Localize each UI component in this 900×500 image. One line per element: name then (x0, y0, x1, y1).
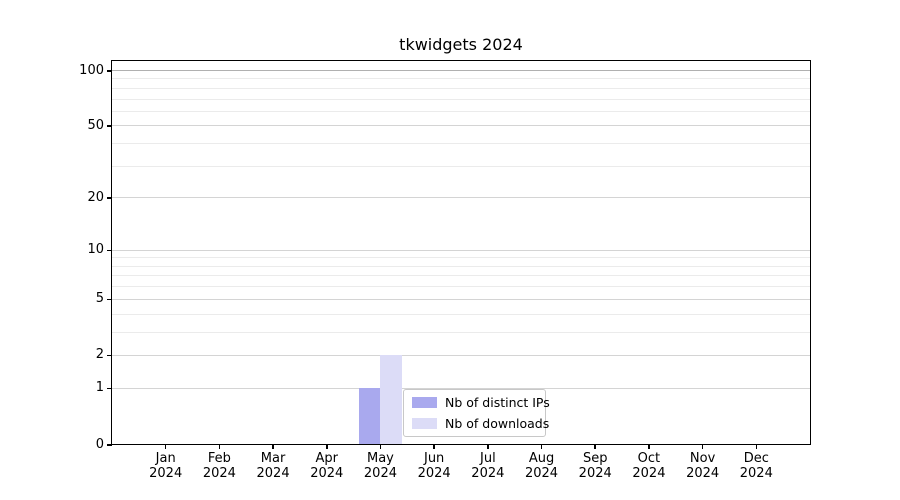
x-tick-mark (326, 444, 328, 449)
x-tick-mark (164, 444, 167, 449)
x-tick-mark (379, 444, 382, 449)
x-tick-label: Oct 2024 (617, 451, 681, 481)
x-tick-mark (594, 444, 596, 449)
x-tick-mark (540, 444, 543, 449)
x-tick-year: 2024 (578, 466, 612, 481)
x-tick-label: Nov 2024 (671, 451, 735, 481)
x-tick-year: 2024 (632, 466, 666, 481)
y-tick-mark (107, 387, 112, 390)
x-tick-year: 2024 (256, 466, 290, 481)
x-tick-month: Oct (637, 451, 661, 466)
gridline-minor (112, 275, 810, 277)
gridline-major (112, 249, 810, 251)
x-tick-year: 2024 (363, 466, 397, 481)
x-tick-year: 2024 (471, 466, 505, 481)
gridline-minor (112, 165, 810, 167)
plot-area: 0 1 2 5 10 20 50 100 Jan 2024 Feb 2024 Mar 2024 Apr 20… (79, 61, 810, 481)
y-tick-mark (107, 249, 112, 252)
y-tick-label: 50 (87, 117, 104, 133)
gridline-major (112, 387, 810, 389)
legend-label-downloads: Nb of downloads (445, 415, 550, 431)
x-tick-mark (433, 444, 435, 449)
gridline-major (112, 125, 810, 127)
x-tick-year: 2024 (524, 466, 559, 481)
x-tick-mark (755, 444, 758, 449)
x-tick-month: Mar (260, 451, 286, 466)
gridline-major (112, 354, 810, 356)
x-tick-year: 2024 (739, 466, 773, 481)
y-tick-mark (107, 298, 112, 301)
x-tick-month: Jan (155, 451, 176, 466)
x-tick-month: Aug (528, 451, 555, 466)
x-tick-label: Sep 2024 (563, 451, 627, 481)
gridline-major (112, 298, 810, 300)
x-tick-label: Jan 2024 (134, 451, 198, 481)
x-tick-month: Nov (689, 451, 716, 466)
gridline-minor (112, 265, 810, 267)
x-tick-mark (272, 444, 274, 449)
x-tick-year: 2024 (686, 466, 720, 481)
y-tick-label: 0 (95, 436, 104, 452)
x-tick-label: Jul 2024 (456, 451, 520, 481)
legend-item-distinct-ips: Nb of distinct IPs (412, 393, 550, 412)
x-tick-month: Jun (423, 451, 445, 466)
gridline-minor (112, 143, 810, 145)
legend-item-downloads: Nb of downloads (412, 414, 549, 433)
y-tick-mark (107, 354, 112, 357)
legend-patch-downloads (412, 417, 437, 429)
y-tick-mark (107, 125, 112, 127)
gridline-minor (112, 257, 810, 259)
legend-patch-distinct-ips (412, 397, 437, 409)
x-tick-label: Feb 2024 (187, 451, 251, 481)
legend: Nb of distinct IPs Nb of downloads (403, 389, 550, 437)
x-tick-mark (701, 444, 704, 449)
gridline-minor (112, 331, 810, 333)
gridline-minor (112, 286, 810, 288)
y-tick-label: 20 (87, 189, 104, 205)
x-tick-year: 2024 (310, 466, 344, 481)
x-tick-label: Mar 2024 (241, 451, 305, 481)
gridline-major (112, 197, 810, 199)
y-tick-mark (107, 197, 112, 199)
x-tick-year: 2024 (202, 466, 236, 481)
y-tick-label: 1 (95, 380, 104, 396)
x-tick-label: Jun 2024 (402, 451, 466, 481)
x-tick-mark (648, 444, 650, 449)
x-tick-label: Aug 2024 (510, 451, 574, 481)
gridline-minor (112, 110, 810, 112)
gridline-minor (112, 98, 810, 100)
y-tick-label: 5 (95, 291, 104, 307)
x-tick-year: 2024 (417, 466, 451, 481)
x-tick-month: Feb (207, 451, 231, 466)
x-tick-label: May 2024 (348, 451, 412, 481)
chart-title: tkwidgets 2024 (399, 35, 523, 54)
x-tick-mark (487, 444, 489, 449)
x-tick-month: Dec (743, 451, 769, 466)
gridline-major (112, 70, 810, 71)
bar-distinct-ips (358, 387, 381, 444)
x-tick-month: Sep (582, 451, 608, 466)
y-tick-mark (107, 70, 112, 72)
y-tick-mark (107, 444, 112, 446)
y-tick-label: 10 (87, 242, 104, 258)
gridline-minor (112, 87, 810, 89)
y-tick-label: 100 (79, 62, 104, 78)
x-tick-label: Apr 2024 (295, 451, 359, 481)
x-tick-label: Dec 2024 (724, 451, 788, 481)
bar-downloads (380, 354, 402, 444)
x-tick-month: Apr (315, 451, 339, 466)
legend-label-distinct-ips: Nb of distinct IPs (445, 395, 550, 411)
gridline-minor (112, 78, 810, 80)
x-tick-month: Jul (480, 451, 496, 466)
x-tick-month: May (367, 451, 394, 466)
gridline-minor (112, 313, 810, 315)
x-tick-year: 2024 (149, 466, 183, 481)
x-tick-mark (218, 444, 221, 449)
y-tick-label: 2 (95, 347, 104, 363)
